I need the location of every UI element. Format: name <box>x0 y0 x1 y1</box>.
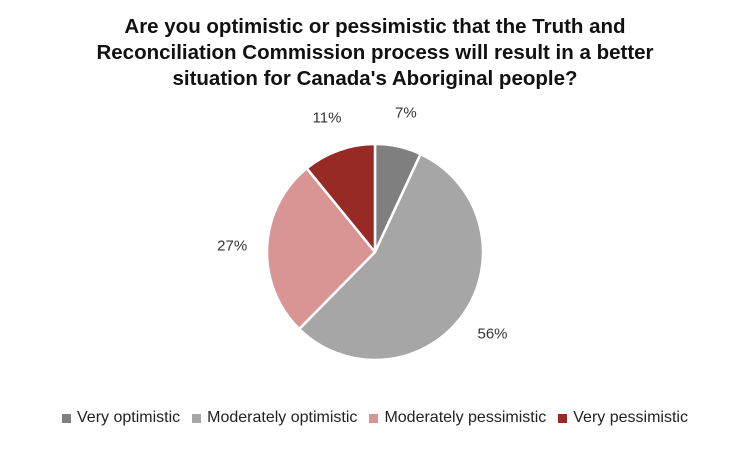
legend-item-very-optimistic: Very optimistic <box>62 409 180 427</box>
legend: Very optimistic Moderately optimistic Mo… <box>0 409 750 427</box>
data-label-very-pessimistic: 11% <box>313 109 342 126</box>
pie-slice-moderately-pessimistic <box>265 167 377 331</box>
data-label-moderately-optimistic: 56% <box>477 326 507 343</box>
legend-label: Very optimistic <box>77 409 181 426</box>
chart-title-line-2: Reconciliation Commission process will r… <box>96 41 654 64</box>
chart-title: Are you optimistic or pessimistic that t… <box>40 14 710 92</box>
pie-slice-moderately-optimistic <box>297 152 485 362</box>
legend-swatch <box>192 413 202 423</box>
legend-item-moderately-optimistic: Moderately optimistic <box>192 409 357 427</box>
legend-label: Moderately optimistic <box>207 409 358 426</box>
chart-title-line-3: situation for Canada's Aboriginal people… <box>172 67 578 90</box>
legend-swatch <box>558 413 568 423</box>
legend-item-moderately-pessimistic: Moderately pessimistic <box>369 409 546 427</box>
legend-label: Very pessimistic <box>573 409 688 426</box>
chart-title-line-1: Are you optimistic or pessimistic that t… <box>124 15 626 38</box>
legend-label: Moderately pessimistic <box>384 409 547 426</box>
legend-swatch <box>369 413 379 423</box>
data-label-very-optimistic: 7% <box>395 104 417 121</box>
legend-item-very-pessimistic: Very pessimistic <box>558 409 688 427</box>
pie-slice-very-pessimistic <box>305 142 377 254</box>
legend-swatch <box>62 413 72 423</box>
data-label-moderately-pessimistic: 27% <box>217 237 247 254</box>
